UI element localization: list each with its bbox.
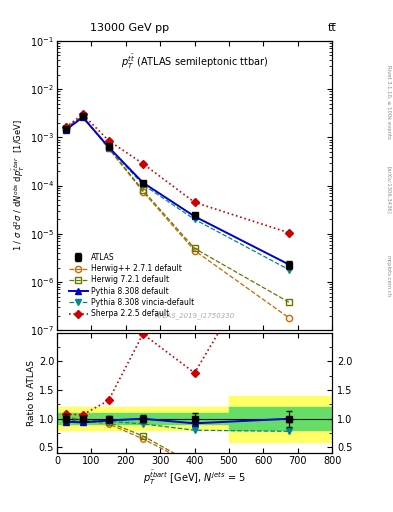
Text: Rivet 3.1.10, ≥ 100k events: Rivet 3.1.10, ≥ 100k events (386, 66, 391, 139)
Sherpa 2.2.5 default (81, 111, 85, 117)
Sherpa 2.2.5 default (63, 124, 68, 131)
Sherpa 2.2.5 default (192, 199, 197, 205)
Sherpa 2.2.5 default (141, 161, 145, 167)
Sherpa 2.2.5 default (106, 138, 111, 144)
Pythia 8.308 default (63, 127, 68, 133)
Text: 13000 GeV pp: 13000 GeV pp (90, 23, 169, 33)
Pythia 8.308 vincia-default (81, 114, 85, 120)
Pythia 8.308 default (287, 262, 292, 268)
Herwig++ 2.7.1 default (81, 113, 85, 119)
Herwig 7.2.1 default (63, 125, 68, 131)
Text: tt̅: tt̅ (327, 23, 336, 33)
Text: [arXiv:1306.3436]: [arXiv:1306.3436] (386, 165, 391, 214)
Herwig++ 2.7.1 default (63, 125, 68, 131)
Pythia 8.308 default (141, 180, 145, 186)
Herwig 7.2.1 default (141, 187, 145, 194)
Pythia 8.308 vincia-default (287, 267, 292, 273)
Legend: ATLAS, Herwig++ 2.7.1 default, Herwig 7.2.1 default, Pythia 8.308 default, Pythi: ATLAS, Herwig++ 2.7.1 default, Herwig 7.… (66, 250, 196, 321)
Pythia 8.308 vincia-default (106, 144, 111, 151)
Text: ATLAS_2019_I1750330: ATLAS_2019_I1750330 (154, 312, 235, 318)
Herwig 7.2.1 default (81, 113, 85, 119)
Pythia 8.308 default (192, 214, 197, 220)
Herwig++ 2.7.1 default (192, 247, 197, 253)
Herwig 7.2.1 default (106, 145, 111, 151)
Herwig++ 2.7.1 default (106, 145, 111, 152)
Herwig++ 2.7.1 default (287, 315, 292, 321)
Pythia 8.308 vincia-default (192, 216, 197, 222)
Pythia 8.308 vincia-default (63, 126, 68, 132)
Herwig 7.2.1 default (192, 245, 197, 251)
X-axis label: $p_T^{\bar{t}bar t}$ [GeV], $N^{jets}$ = 5: $p_T^{\bar{t}bar t}$ [GeV], $N^{jets}$ =… (143, 468, 246, 487)
Y-axis label: 1 / $\sigma$ d$^2\sigma$ / d$N^{obs}$ d$p^{\bar{t}bar}_{T}$  [1/GeV]: 1 / $\sigma$ d$^2\sigma$ / d$N^{obs}$ d$… (11, 120, 27, 251)
Line: Herwig 7.2.1 default: Herwig 7.2.1 default (62, 113, 292, 306)
Line: Sherpa 2.2.5 default: Sherpa 2.2.5 default (62, 111, 292, 236)
Pythia 8.308 default (106, 144, 111, 150)
Pythia 8.308 vincia-default (141, 182, 145, 188)
Herwig++ 2.7.1 default (141, 188, 145, 195)
Herwig 7.2.1 default (287, 299, 292, 305)
Pythia 8.308 default (81, 114, 85, 120)
Line: Herwig++ 2.7.1 default: Herwig++ 2.7.1 default (62, 113, 292, 321)
Line: Pythia 8.308 default: Pythia 8.308 default (62, 114, 292, 268)
Text: mcplots.cern.ch: mcplots.cern.ch (386, 255, 391, 297)
Text: $p_T^{t\bar{t}}$ (ATLAS semileptonic ttbar): $p_T^{t\bar{t}}$ (ATLAS semileptonic ttb… (121, 53, 268, 71)
Y-axis label: Ratio to ATLAS: Ratio to ATLAS (27, 360, 36, 426)
Line: Pythia 8.308 vincia-default: Pythia 8.308 vincia-default (62, 114, 292, 273)
Sherpa 2.2.5 default (287, 230, 292, 236)
